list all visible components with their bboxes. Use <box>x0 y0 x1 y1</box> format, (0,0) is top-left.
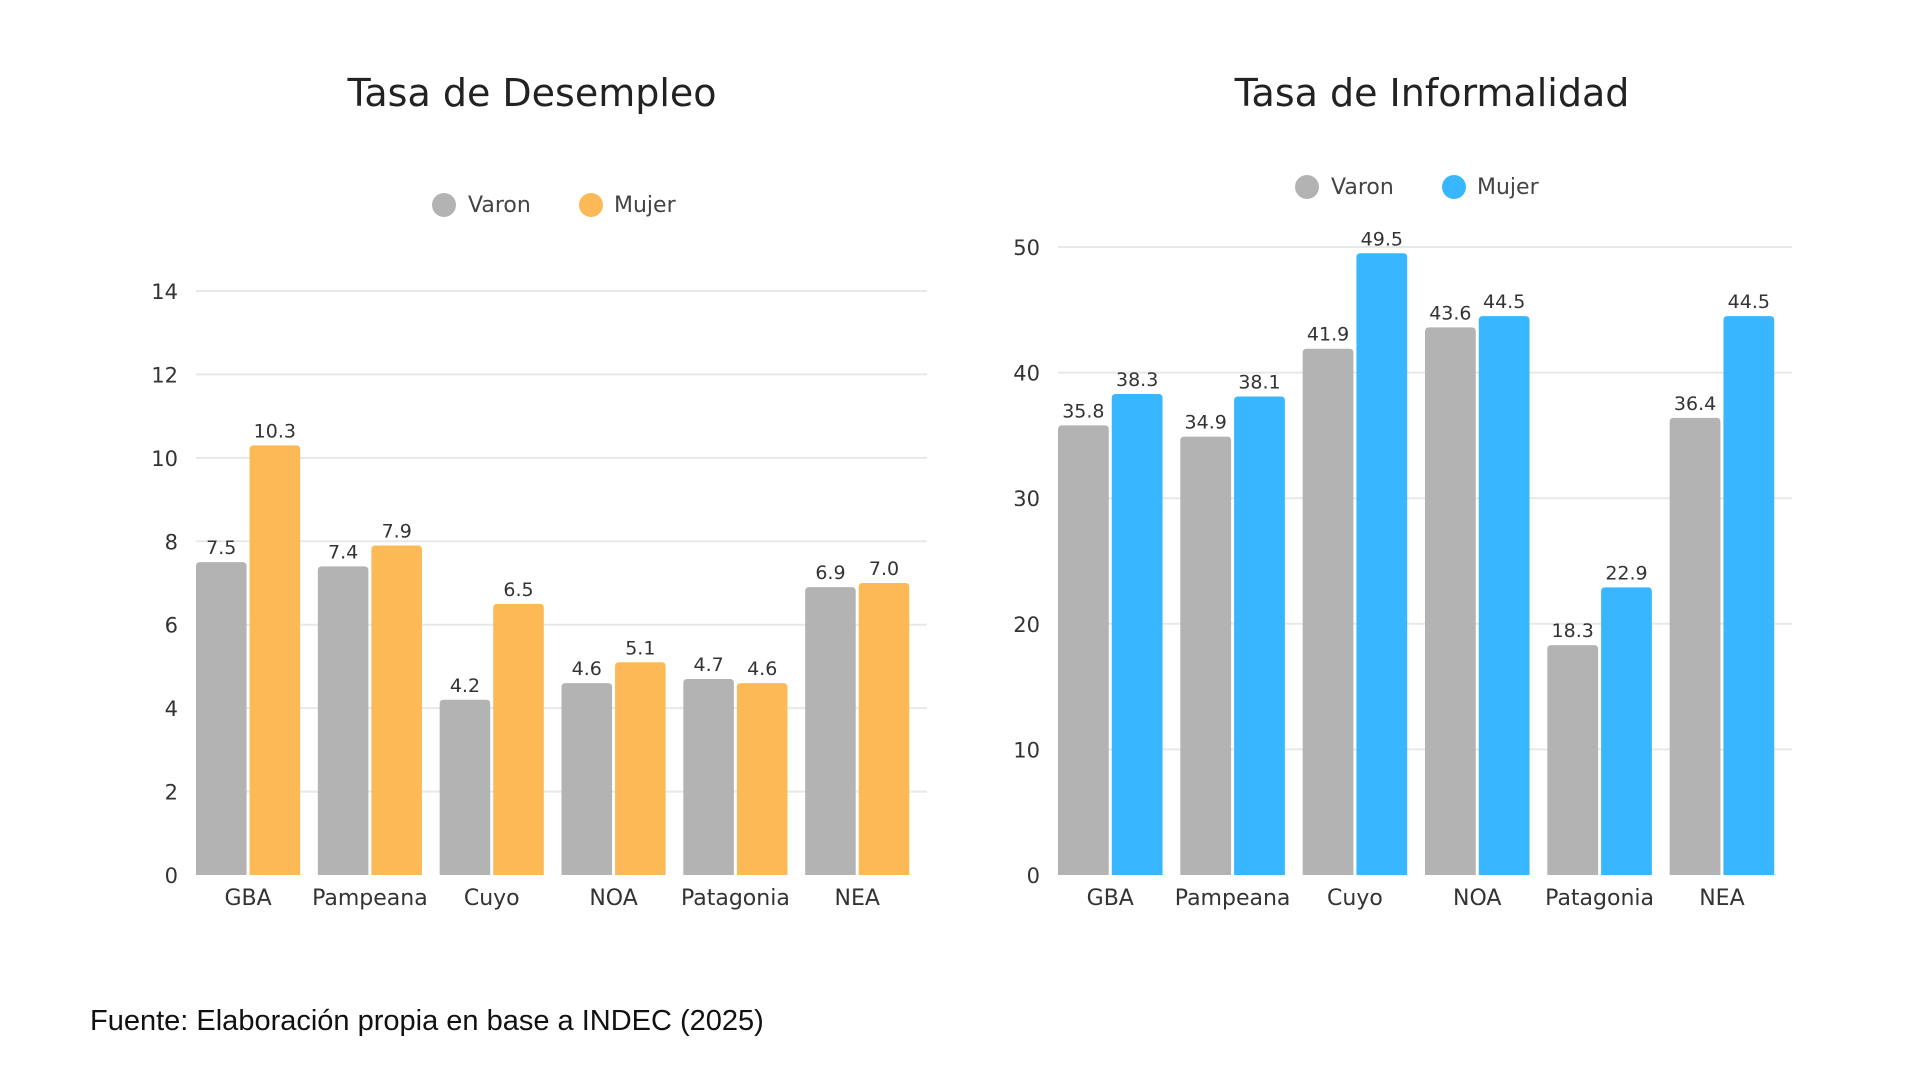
bar-mujer-nea <box>1723 316 1775 876</box>
data-label: 5.1 <box>625 637 655 659</box>
bars <box>196 445 910 875</box>
data-label: 38.1 <box>1238 371 1280 393</box>
x-tick-label: Patagonia <box>1545 886 1654 911</box>
source-footnote: Fuente: Elaboración propia en base a IND… <box>90 1005 764 1037</box>
y-tick-label: 10 <box>1013 738 1040 762</box>
x-tick-label: NOA <box>589 886 637 911</box>
legend-swatch-mujer <box>579 193 603 217</box>
bar-mujer-gba <box>1111 393 1163 875</box>
data-label: 10.3 <box>254 420 296 442</box>
data-label: 22.9 <box>1605 562 1647 584</box>
y-tick-label: 40 <box>1013 362 1040 386</box>
bar-varon-cuyo <box>1302 348 1354 876</box>
y-tick-label: 14 <box>151 280 178 304</box>
data-label: 34.9 <box>1185 412 1227 434</box>
data-label: 7.0 <box>869 558 899 580</box>
legend-swatch-mujer <box>1442 175 1466 199</box>
data-label: 44.5 <box>1728 291 1770 313</box>
x-axis-labels: GBA Pampeana Cuyo NOA Patagonia NEA <box>1087 886 1745 911</box>
y-tick-label: 10 <box>151 447 178 471</box>
bar-mujer-patagonia <box>1601 587 1652 875</box>
bar-mujer-pampeana <box>1234 396 1285 875</box>
x-tick-label: GBA <box>224 886 271 911</box>
y-tick-label: 2 <box>165 781 178 805</box>
data-label: 35.8 <box>1062 400 1104 422</box>
y-axis-ticks: 0 2 4 6 8 10 12 14 <box>151 280 178 888</box>
legend: Varon Mujer <box>432 193 677 218</box>
x-tick-label: NEA <box>835 886 880 911</box>
data-labels: 7.5 10.3 7.4 7.9 4.2 6.5 4.6 5.1 4.7 4.6 6.9 7.0 <box>206 420 899 696</box>
bar-mujer-cuyo <box>493 603 544 875</box>
legend-label-varon: Varon <box>1331 175 1394 200</box>
bar-varon-patagonia <box>1547 645 1599 875</box>
data-label: 43.6 <box>1429 302 1471 324</box>
bar-varon-nea <box>1669 417 1721 875</box>
data-label: 4.2 <box>450 675 480 697</box>
y-tick-label: 50 <box>1013 236 1040 260</box>
legend-label-mujer: Mujer <box>1477 175 1540 200</box>
bar-varon-noa <box>561 683 613 875</box>
chart-title: Tasa de Desempleo <box>346 71 716 115</box>
data-label: 36.4 <box>1674 393 1716 415</box>
y-tick-label: 30 <box>1013 487 1040 511</box>
bar-mujer-noa <box>1478 316 1530 876</box>
legend-label-mujer: Mujer <box>614 193 677 218</box>
bar-varon-gba <box>196 562 247 875</box>
bars <box>1058 253 1775 876</box>
data-labels: 35.8 38.3 34.9 38.1 41.9 49.5 43.6 44.5 18.3 22.9… <box>1062 228 1770 642</box>
x-tick-label: Pampeana <box>1175 886 1291 911</box>
y-tick-label: 8 <box>165 530 178 554</box>
bar-mujer-noa <box>615 662 666 875</box>
x-tick-label: NOA <box>1453 886 1501 911</box>
y-tick-label: 4 <box>165 697 178 721</box>
legend-swatch-varon <box>432 193 456 217</box>
legend-swatch-varon <box>1295 175 1319 199</box>
data-label: 6.9 <box>815 562 845 584</box>
x-axis-labels: GBA Pampeana Cuyo NOA Patagonia NEA <box>224 886 879 911</box>
x-tick-label: Cuyo <box>1327 886 1383 911</box>
bar-varon-patagonia <box>683 678 734 875</box>
x-tick-label: NEA <box>1699 886 1744 911</box>
data-label: 7.5 <box>206 537 236 559</box>
y-tick-label: 0 <box>165 864 178 888</box>
x-tick-label: Pampeana <box>312 886 428 911</box>
chart-title: Tasa de Informalidad <box>1234 71 1630 115</box>
data-label: 4.7 <box>694 654 724 676</box>
data-label: 7.4 <box>328 541 358 563</box>
data-label: 38.3 <box>1116 369 1158 391</box>
data-label: 4.6 <box>747 658 777 680</box>
x-tick-label: Cuyo <box>464 886 520 911</box>
bar-varon-cuyo <box>439 699 491 875</box>
x-tick-label: Patagonia <box>681 886 790 911</box>
data-label: 6.5 <box>503 579 533 601</box>
bar-varon-nea <box>805 587 856 875</box>
data-label: 4.6 <box>572 658 602 680</box>
bar-mujer-nea <box>858 583 910 875</box>
bar-varon-noa <box>1425 327 1476 875</box>
bar-varon-gba <box>1058 425 1109 875</box>
y-axis-ticks: 0 10 20 30 40 50 <box>1013 236 1040 888</box>
informality-chart: Tasa de Informalidad Varon Mujer 0 10 20 30… <box>1013 71 1792 911</box>
data-label: 18.3 <box>1552 620 1594 642</box>
bar-varon-pampeana <box>1180 436 1232 875</box>
unemployment-chart: Tasa de Desempleo Varon Mujer 0 2 4 6 8 10 12 1… <box>151 71 927 911</box>
legend-label-varon: Varon <box>468 193 531 218</box>
y-tick-label: 20 <box>1013 613 1040 637</box>
legend: Varon Mujer <box>1295 175 1540 200</box>
bar-mujer-gba <box>249 445 301 875</box>
y-tick-label: 6 <box>165 614 178 638</box>
data-label: 7.9 <box>382 520 412 542</box>
x-tick-label: GBA <box>1087 886 1134 911</box>
data-label: 49.5 <box>1361 228 1403 250</box>
data-label: 41.9 <box>1307 324 1349 346</box>
data-label: 44.5 <box>1483 291 1525 313</box>
bar-mujer-patagonia <box>736 683 788 875</box>
y-tick-label: 12 <box>151 363 178 387</box>
bar-varon-pampeana <box>317 566 369 875</box>
bar-mujer-pampeana <box>371 545 422 875</box>
y-tick-label: 0 <box>1027 864 1040 888</box>
bar-mujer-cuyo <box>1356 253 1408 875</box>
